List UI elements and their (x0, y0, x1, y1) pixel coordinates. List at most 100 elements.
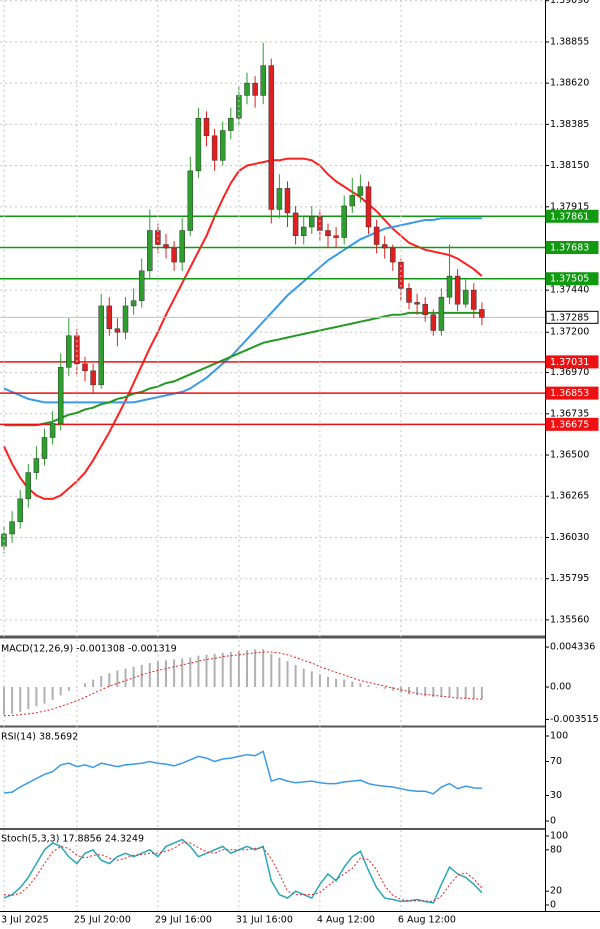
candle-body (438, 296, 445, 331)
candle-body (195, 117, 202, 172)
level-label: 1.37031 (550, 357, 589, 368)
histogram-bar (213, 653, 216, 688)
candle-body (309, 216, 315, 228)
indicator-title: Stoch(5,3,3) 17.8856 24.3249 (1, 834, 144, 845)
histogram-bar (165, 660, 167, 688)
histogram-bar (92, 679, 95, 688)
candle-body (300, 226, 307, 237)
histogram-bar (108, 673, 111, 688)
candle-body (9, 521, 15, 535)
level-label-box (545, 310, 599, 324)
histogram-bar (278, 657, 281, 688)
histogram-bar (335, 678, 338, 688)
y-tick-label: 1.36735 (550, 408, 589, 419)
histogram-bar (221, 652, 224, 688)
y-tick-label: 1.38385 (550, 119, 589, 130)
histogram-bar (189, 657, 192, 688)
histogram-bar (229, 651, 232, 688)
candle-body (138, 270, 145, 301)
histogram-bar (416, 687, 419, 696)
candle-body (211, 135, 218, 161)
y-tick-label: 80 (550, 844, 562, 855)
candle-body (276, 188, 283, 210)
candle-body (325, 230, 331, 237)
y-tick-label: 1.36265 (550, 491, 589, 502)
level-label: 1.37285 (550, 312, 589, 323)
candle-body (479, 309, 485, 318)
histogram-bar (302, 668, 305, 688)
x-tick-label: 3 Jul 2025 (1, 915, 49, 926)
y-tick-label: 100 (550, 730, 568, 741)
x-tick-label: 25 Jul 20:00 (74, 915, 131, 926)
candle-body (74, 335, 80, 365)
x-tick-label: 31 Jul 16:00 (236, 915, 293, 926)
plot-area (0, 0, 545, 621)
histogram-bar (270, 653, 273, 688)
y-tick-label: 1.35795 (550, 573, 589, 584)
x-tick-label: 29 Jul 16:00 (155, 915, 212, 926)
histogram-bar (262, 649, 265, 688)
level-label: 1.37861 (550, 211, 589, 222)
histogram-bar (383, 687, 386, 689)
candle-body (122, 305, 129, 333)
candle-body (171, 247, 177, 263)
candle-body (317, 216, 323, 231)
candle-body (41, 437, 48, 459)
histogram-bar (27, 687, 30, 710)
candle-body (49, 423, 56, 438)
candle-body (98, 305, 104, 386)
level-label: 1.36675 (550, 419, 589, 430)
x-tick-label: 4 Aug 12:00 (317, 915, 375, 926)
pane: 100 70 30 0 RSI(14) 38.5692 (1, 730, 568, 826)
pane: 1.39090 1.38855 1.38620 1.38385 1.38150 1.379… (0, 0, 599, 625)
y-tick-label: 1.38855 (550, 36, 589, 47)
histogram-bar (327, 676, 329, 688)
candle-body (219, 130, 226, 161)
candle-body (390, 247, 396, 263)
pane: 0.004336 0.00 -0.003515 MACD(12,26,9) -0.00… (1, 642, 599, 725)
histogram-bar (343, 679, 346, 688)
histogram-bar (440, 687, 443, 698)
histogram-bar (359, 683, 362, 688)
candle-body (260, 65, 266, 96)
histogram-bar (286, 661, 289, 688)
candle-body (471, 289, 477, 310)
candle-body (252, 82, 258, 96)
pane: 100 80 20 0 Stoch(5,3,3) 17.8856 24.3249 (1, 831, 568, 911)
indicator-line (3, 750, 482, 795)
candle-body (66, 335, 72, 368)
candle-body (163, 244, 169, 249)
y-tick-label: 1.35560 (550, 614, 589, 625)
y-tick-label: 1.36500 (550, 450, 589, 461)
candle-body (357, 186, 364, 196)
indicator-line (4, 651, 482, 717)
level-label: 1.36853 (550, 388, 589, 399)
y-tick-label: 20 (550, 886, 562, 897)
candle-body (114, 328, 121, 333)
y-tick-label: 0.00 (550, 682, 571, 693)
y-tick-label: 0.004336 (550, 642, 595, 653)
histogram-bar (375, 687, 378, 688)
histogram-bar (448, 687, 451, 698)
histogram-bar (173, 659, 176, 688)
histogram-bar (464, 687, 467, 700)
y-tick-label: 0 (550, 899, 556, 910)
histogram-bar (205, 654, 208, 688)
x-tick-label: 6 Aug 12:00 (398, 915, 456, 926)
moving-average (4, 311, 482, 427)
candle-body (106, 305, 113, 329)
histogram-bar (43, 687, 46, 704)
candle-body (90, 370, 96, 386)
y-tick-label: 1.37440 (550, 285, 589, 296)
moving-average (3, 157, 483, 500)
histogram-bar (11, 687, 14, 714)
candle-body (203, 117, 210, 137)
histogram-bar (456, 687, 459, 699)
level-label: 1.37505 (550, 274, 589, 285)
candle-body (454, 275, 461, 305)
histogram-bar (181, 658, 184, 688)
candle-body (228, 117, 234, 131)
y-tick-label: 1.38150 (550, 160, 589, 171)
y-tick-label: 100 (550, 831, 568, 842)
histogram-bar (67, 687, 70, 691)
